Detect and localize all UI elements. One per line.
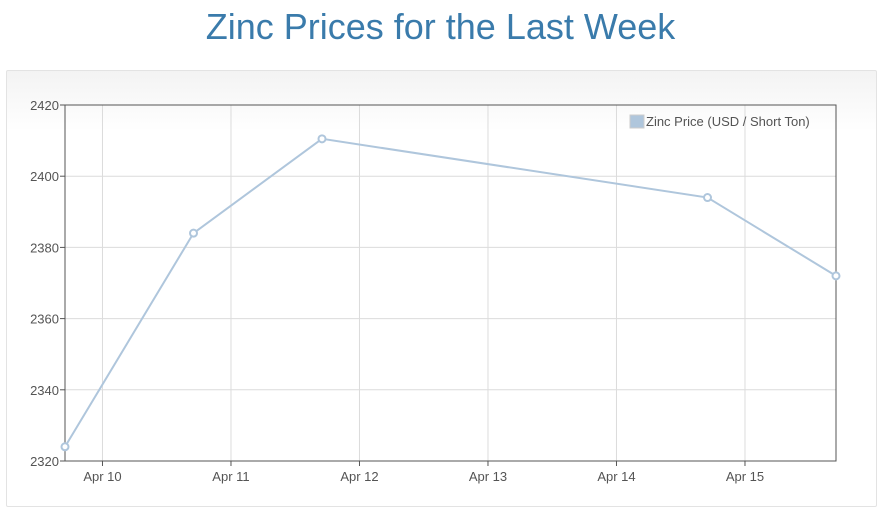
y-tick-label: 2320: [30, 454, 59, 469]
page-title: Zinc Prices for the Last Week: [205, 6, 676, 47]
y-axis-ticks: 2320 2340 2360 2380 2400 2420: [30, 98, 65, 469]
legend: Zinc Price (USD / Short Ton): [629, 114, 810, 129]
data-point[interactable]: [831, 271, 841, 281]
plot-frame: [64, 104, 837, 462]
series-layer: [60, 134, 841, 452]
x-tick-label: Apr 13: [469, 469, 507, 484]
data-point[interactable]: [317, 134, 327, 144]
x-tick-label: Apr 10: [83, 469, 121, 484]
legend-swatch: [629, 114, 645, 129]
y-tick-label: 2340: [30, 383, 59, 398]
x-tick-label: Apr 11: [212, 469, 249, 484]
y-tick-label: 2420: [30, 98, 59, 113]
legend-label: Zinc Price (USD / Short Ton): [646, 114, 810, 129]
x-tick-label: Apr 14: [597, 469, 635, 484]
y-tick-label: 2360: [30, 312, 59, 327]
x-tick-label: Apr 12: [340, 469, 378, 484]
y-tick-label: 2400: [30, 169, 59, 184]
series-line: [64, 137, 837, 448]
data-point[interactable]: [703, 193, 712, 203]
chart-panel: [6, 70, 877, 507]
grid-lines: [65, 105, 836, 461]
y-tick-label: 2380: [30, 240, 59, 255]
data-point[interactable]: [189, 228, 198, 238]
x-tick-label: Apr 15: [726, 469, 764, 484]
x-axis-ticks: Apr 10 Apr 11 Apr 12 Apr 13 Apr 14 Apr 15: [83, 461, 764, 484]
data-point[interactable]: [60, 442, 70, 452]
